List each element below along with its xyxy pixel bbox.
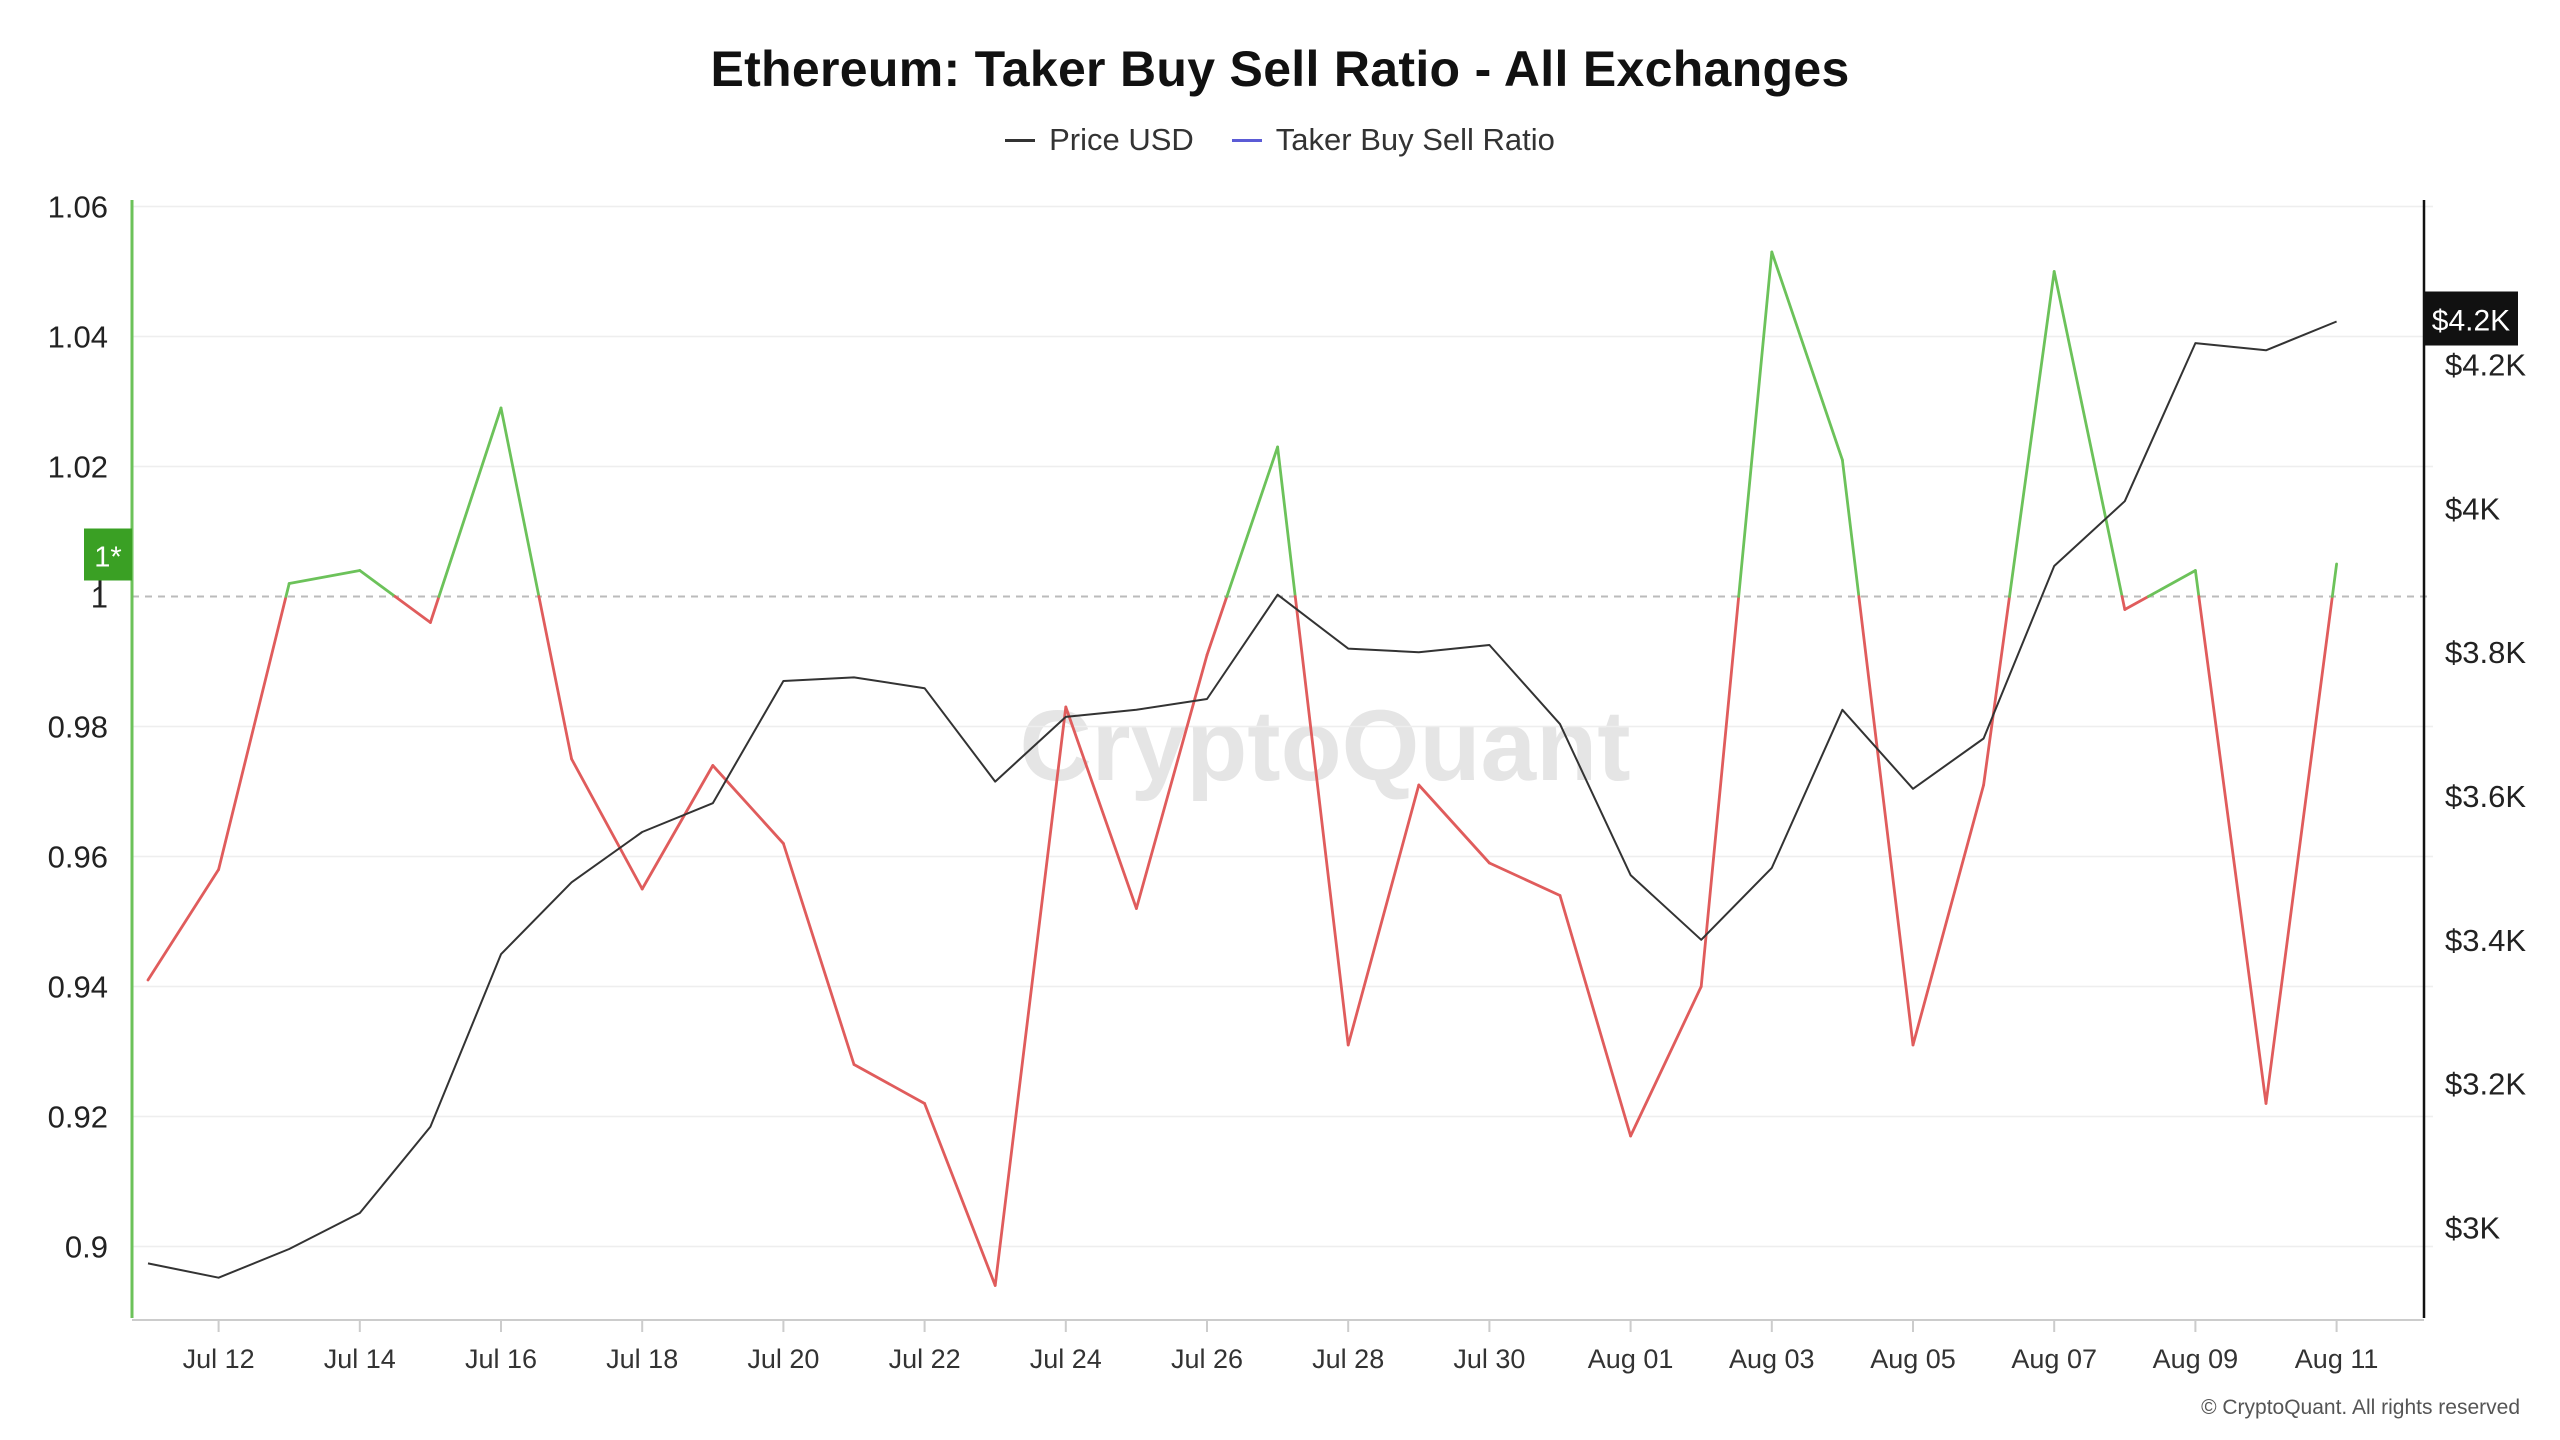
x-tick-label: Jul 20 [747, 1344, 819, 1374]
ratio-line-segment [923, 1102, 997, 1287]
y-right-tick-label: $3.6K [2445, 779, 2526, 814]
ratio-line-segment [1770, 250, 1844, 462]
ratio-line-segment [428, 595, 441, 624]
ratio-line-segment [2008, 270, 2056, 598]
ratio-line-segment [1135, 653, 1209, 910]
ratio-line-segment [393, 595, 432, 624]
ratio-line-segment [1857, 595, 1915, 1047]
ratio-line-segment [1841, 458, 1861, 598]
x-tick-label: Jul 16 [465, 1344, 537, 1374]
grid-lines [132, 205, 2433, 1248]
copyright-note: © CryptoQuant. All rights reserved [2201, 1396, 2520, 1419]
threshold-badge [84, 528, 132, 581]
y-left-tick-label: 0.94 [48, 970, 108, 1005]
ratio-line-segment [2193, 569, 2201, 598]
ratio-line-segment [2330, 562, 2339, 598]
x-tick-label: Aug 01 [1588, 1344, 1674, 1374]
y-right-tick-label: $4.2K [2445, 348, 2526, 383]
current-price-badge [2424, 291, 2518, 346]
ratio-line-segment [1911, 783, 1985, 1047]
y-right-tick-label: $3.8K [2445, 635, 2526, 670]
x-tick-label: Jul 30 [1453, 1344, 1525, 1374]
y-left-tick-label: 1.04 [48, 320, 108, 355]
ratio-line-segment [217, 595, 288, 871]
legend-item-price[interactable]: Price USD [1005, 122, 1194, 158]
x-tick-label: Aug 05 [1870, 1344, 1956, 1374]
y-right-tick-label: $4K [2445, 491, 2500, 526]
ratio-line-segment [782, 842, 856, 1066]
legend: Price USD Taker Buy Sell Ratio [0, 122, 2560, 158]
legend-item-ratio[interactable]: Taker Buy Sell Ratio [1231, 122, 1555, 158]
ratio-line-segment [1488, 861, 1562, 897]
ratio-line-segment [1558, 894, 1632, 1138]
x-tick-label: Jul 24 [1030, 1344, 1102, 1374]
y-left-tick-label: 0.96 [48, 840, 108, 875]
y-left-tick-label: 0.9 [65, 1230, 108, 1265]
ratio-line-segment [1205, 595, 1229, 657]
ratio-line-segment [993, 705, 1068, 1287]
ratio-line-segment [2264, 595, 2334, 1105]
ratio-line-segment [1276, 445, 1297, 598]
ratio-line-segment [1629, 985, 1703, 1138]
ratio-line-segment [358, 569, 397, 598]
ratio-line-segment [2146, 569, 2197, 598]
chart-title: Ethereum: Taker Buy Sell Ratio - All Exc… [710, 41, 1850, 97]
x-tick-label: Aug 11 [2295, 1344, 2379, 1374]
legend-label-ratio: Taker Buy Sell Ratio [1275, 122, 1555, 157]
legend-label-price: Price USD [1049, 122, 1194, 157]
ratio-line-segment [640, 764, 715, 891]
ratio-line-segment [1737, 250, 1774, 598]
x-tick-label: Jul 12 [183, 1344, 255, 1374]
x-tick-label: Aug 07 [2011, 1344, 2097, 1374]
x-tick-label: Jul 22 [889, 1344, 961, 1374]
ratio-line-segment [2120, 595, 2127, 611]
series-lines [146, 250, 2339, 1287]
y-left-tick-label: 1.06 [48, 190, 108, 225]
ratio-line-segment [2052, 270, 2124, 598]
axis-labels: 0.90.920.940.960.9811.021.041.06$3K$3.2K… [48, 190, 2527, 1375]
x-tick-label: Aug 09 [2153, 1344, 2239, 1374]
y-right-tick-label: $3.2K [2445, 1067, 2526, 1102]
ratio-line-segment [570, 757, 644, 891]
axes [130, 200, 2426, 1332]
ratio-line-segment [1225, 445, 1279, 598]
ratio-line-segment [287, 569, 362, 585]
y-left-tick-label: 0.98 [48, 710, 108, 745]
ratio-line-segment [437, 406, 503, 598]
ratio-line-segment [146, 868, 221, 982]
legend-swatch-price [1005, 138, 1036, 142]
x-tick-label: Jul 26 [1171, 1344, 1243, 1374]
threshold-badge-label: 1* [94, 542, 121, 574]
y-right-tick-label: $3K [2445, 1210, 2500, 1245]
ratio-line-segment [1346, 783, 1421, 1047]
x-tick-label: Aug 03 [1729, 1344, 1815, 1374]
ratio-line-segment [1417, 783, 1491, 865]
x-tick-label: Jul 28 [1312, 1344, 1384, 1374]
ratio-line-segment [1699, 595, 1741, 988]
watermark: CryptoQuant [1019, 690, 1630, 802]
current-price-badge-label: $4.2K [2432, 305, 2510, 338]
ratio-line-segment [284, 582, 291, 598]
y-left-tick-label: 0.92 [48, 1100, 108, 1135]
y-right-tick-label: $3.4K [2445, 923, 2526, 958]
ratio-line-segment [499, 406, 541, 598]
ratio-line-segment [1982, 595, 2011, 787]
x-tick-label: Jul 18 [606, 1344, 678, 1374]
y-left-tick-label: 1.02 [48, 450, 108, 485]
price-line [147, 320, 2337, 1279]
ratio-line-segment [537, 595, 573, 761]
x-tick-label: Jul 14 [324, 1344, 396, 1374]
ratio-line-segment [711, 764, 785, 845]
ratio-line-segment [1064, 705, 1138, 910]
ratio-line-segment [2197, 595, 2268, 1105]
legend-swatch-ratio [1231, 138, 1262, 142]
ratio-line-segment [1293, 595, 1350, 1047]
ratio-line-segment [2123, 595, 2150, 611]
ratio-line-segment [852, 1063, 926, 1105]
